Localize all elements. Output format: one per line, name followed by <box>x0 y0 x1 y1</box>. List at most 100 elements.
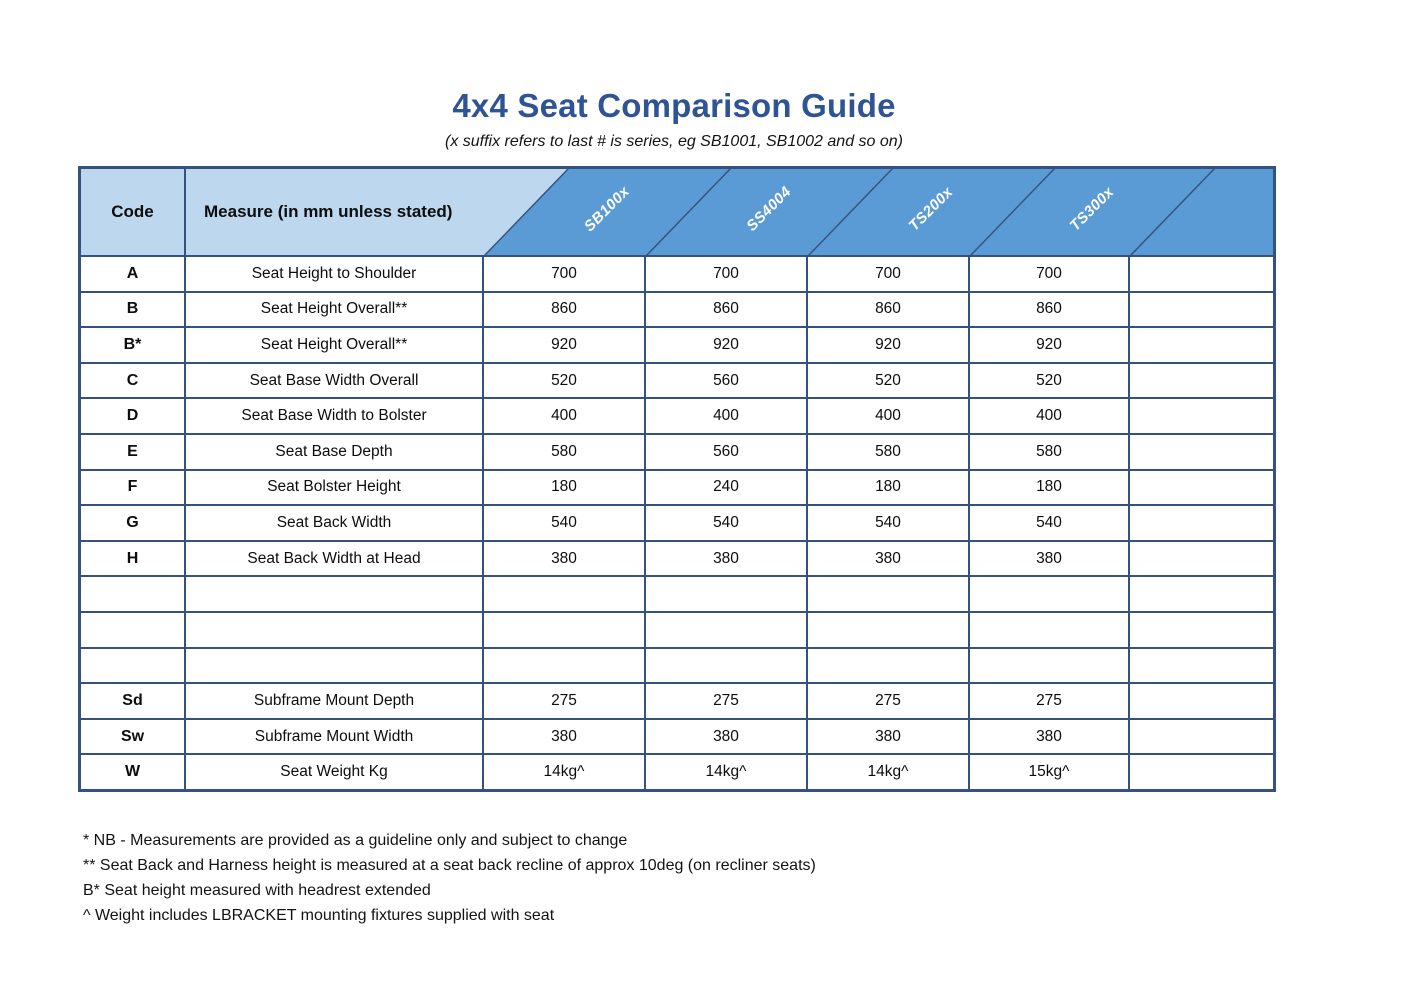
measure-cell: Seat Height Overall** <box>186 292 482 327</box>
value-cell: 380 <box>484 541 644 576</box>
value-cell <box>1130 648 1273 683</box>
value-cell: 540 <box>646 506 806 540</box>
value-cell: 540 <box>808 506 968 540</box>
value-cell: 14kg^ <box>646 755 806 789</box>
value-cell: 560 <box>646 434 806 469</box>
value-cell: 580 <box>970 434 1128 469</box>
value-cell: 400 <box>970 399 1128 433</box>
value-cell: 540 <box>484 506 644 540</box>
value-cell: 700 <box>808 257 968 291</box>
code-cell: E <box>81 434 184 469</box>
footnote: B* Seat height measured with headrest ex… <box>83 881 431 899</box>
code-cell: D <box>81 399 184 433</box>
code-cell: B* <box>81 328 184 362</box>
value-cell: 920 <box>970 328 1128 362</box>
value-cell: 180 <box>484 470 644 505</box>
measure-cell: Seat Height to Shoulder <box>186 257 482 291</box>
value-cell <box>646 577 806 611</box>
footnote: * NB - Measurements are provided as a gu… <box>83 831 628 849</box>
value-cell: 380 <box>646 719 806 754</box>
code-cell: C <box>81 363 184 398</box>
measure-cell <box>186 577 482 611</box>
page-subtitle: (x suffix refers to last # is series, eg… <box>444 133 903 150</box>
value-cell <box>808 648 968 683</box>
series-column-header: TS200x <box>905 183 957 234</box>
value-cell <box>1130 363 1273 398</box>
code-cell <box>81 577 184 611</box>
value-cell: 520 <box>808 363 968 398</box>
code-cell: Sd <box>81 684 184 718</box>
value-cell <box>970 648 1128 683</box>
value-cell: 920 <box>808 328 968 362</box>
value-cell: 380 <box>808 541 968 576</box>
value-cell: 275 <box>970 684 1128 718</box>
value-cell: 14kg^ <box>484 755 644 789</box>
measure-cell: Seat Back Width at Head <box>186 541 482 576</box>
footnote: ^ Weight includes LBRACKET mounting fixt… <box>83 906 555 924</box>
code-cell: H <box>81 541 184 576</box>
value-cell: 520 <box>484 363 644 398</box>
value-cell <box>970 612 1128 647</box>
value-cell <box>1130 328 1273 362</box>
value-cell: 380 <box>970 541 1128 576</box>
comparison-table: Code Measure (in mm unless stated) SB100… <box>78 166 1276 792</box>
measure-cell: Seat Bolster Height <box>186 470 482 505</box>
value-cell: 580 <box>484 434 644 469</box>
value-cell: 275 <box>484 684 644 718</box>
series-column-header: SS4004 <box>743 182 795 235</box>
value-cell <box>808 612 968 647</box>
value-cell <box>1130 399 1273 433</box>
value-cell: 275 <box>808 684 968 718</box>
value-cell: 860 <box>970 292 1128 327</box>
value-cell: 380 <box>646 541 806 576</box>
value-cell: 700 <box>484 257 644 291</box>
table-header-band: Code Measure (in mm unless stated) SB100… <box>81 169 1273 257</box>
value-cell: 240 <box>646 470 806 505</box>
footnote: ** Seat Back and Harness height is measu… <box>83 856 816 874</box>
measure-cell: Seat Base Width Overall <box>186 363 482 398</box>
value-cell: 15kg^ <box>970 755 1128 789</box>
table-grid: A Seat Height to Shoulder 700 700 700 700 B Sea… <box>81 257 1273 789</box>
value-cell: 400 <box>646 399 806 433</box>
header-diagonal-line <box>1130 169 1217 255</box>
measure-cell: Seat Base Depth <box>186 434 482 469</box>
header-diagonal-line <box>970 169 1057 255</box>
value-cell <box>808 577 968 611</box>
page: 4x4 Seat Comparison Guide (x suffix refe… <box>78 87 1276 924</box>
value-cell: 380 <box>484 719 644 754</box>
measure-cell <box>186 612 482 647</box>
value-cell <box>484 648 644 683</box>
value-cell: 180 <box>808 470 968 505</box>
measure-cell: Subframe Mount Depth <box>186 684 482 718</box>
value-cell: 380 <box>808 719 968 754</box>
value-cell <box>1130 684 1273 718</box>
code-cell: W <box>81 755 184 789</box>
value-cell <box>1130 292 1273 327</box>
value-cell: 275 <box>646 684 806 718</box>
code-cell: B <box>81 292 184 327</box>
code-cell: A <box>81 257 184 291</box>
code-cell: Sw <box>81 719 184 754</box>
value-cell <box>646 612 806 647</box>
measure-cell: Seat Back Width <box>186 506 482 540</box>
value-cell <box>1130 506 1273 540</box>
value-cell: 920 <box>484 328 644 362</box>
value-cell: 180 <box>970 470 1128 505</box>
measure-cell <box>186 648 482 683</box>
value-cell <box>1130 541 1273 576</box>
value-cell: 540 <box>970 506 1128 540</box>
value-cell: 860 <box>484 292 644 327</box>
measure-cell: Subframe Mount Width <box>186 719 482 754</box>
header-diagonal-line <box>646 169 733 255</box>
value-cell <box>1130 612 1273 647</box>
value-cell <box>484 612 644 647</box>
value-cell: 700 <box>646 257 806 291</box>
value-cell: 860 <box>808 292 968 327</box>
measure-cell: Seat Height Overall** <box>186 328 482 362</box>
value-cell <box>1130 257 1273 291</box>
value-cell <box>1130 719 1273 754</box>
value-cell <box>1130 470 1273 505</box>
value-cell <box>970 577 1128 611</box>
code-cell: G <box>81 506 184 540</box>
value-cell <box>484 577 644 611</box>
